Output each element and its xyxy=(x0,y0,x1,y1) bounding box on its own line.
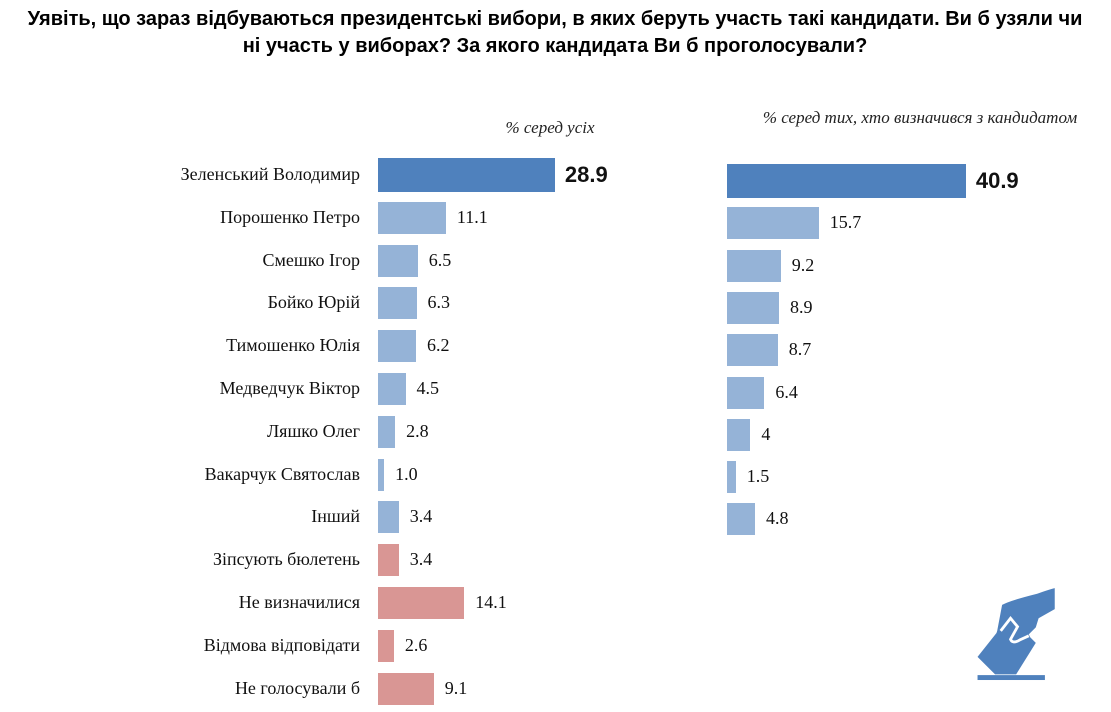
data-label: 2.8 xyxy=(406,420,429,441)
bar xyxy=(378,287,417,320)
right-subtitle: % серед тих, хто визначився з кандидатом xyxy=(762,108,1078,127)
bar xyxy=(378,544,399,577)
category-label: Відмова відповідати xyxy=(203,634,360,655)
bar xyxy=(378,158,555,192)
left-subtitle: % серед усіх xyxy=(505,118,595,137)
data-label: 6.5 xyxy=(428,249,452,270)
data-label: 9.1 xyxy=(444,677,468,698)
data-label: 14.1 xyxy=(475,592,507,612)
category-label: Не визначилися xyxy=(238,592,360,612)
bar xyxy=(378,672,434,705)
bar xyxy=(727,461,736,494)
data-label: 1.5 xyxy=(746,466,770,487)
bar xyxy=(727,376,765,409)
ballot-box-hand-icon xyxy=(977,588,1055,681)
data-label: 4 xyxy=(761,423,771,444)
data-label: 40.9 xyxy=(975,168,1019,193)
bar xyxy=(727,249,781,282)
bar xyxy=(727,503,756,536)
data-label: 6.4 xyxy=(775,381,798,402)
data-label: 6.3 xyxy=(427,292,451,313)
data-label: 6.2 xyxy=(426,335,450,356)
bar xyxy=(378,415,396,448)
category-label: Зеленський Володимир xyxy=(180,164,360,184)
category-label: Інший xyxy=(311,506,360,527)
data-label: 1.0 xyxy=(395,463,418,484)
bar xyxy=(378,629,394,662)
bar xyxy=(378,244,418,277)
bar xyxy=(378,201,446,234)
data-label: 11.1 xyxy=(456,206,488,227)
category-label: Бойко Юрій xyxy=(267,292,360,313)
category-label: Не голосували б xyxy=(234,677,360,698)
bar xyxy=(378,501,399,534)
bar xyxy=(378,373,406,405)
data-label: 9.2 xyxy=(791,254,815,275)
category-label: Ляшко Олег xyxy=(266,420,360,441)
bar xyxy=(378,587,465,619)
bar xyxy=(727,291,779,324)
data-label: 8.9 xyxy=(789,296,813,317)
bar xyxy=(727,164,966,198)
data-label: 15.7 xyxy=(829,212,862,233)
bar xyxy=(378,330,416,363)
data-label: 8.7 xyxy=(788,339,812,360)
bar xyxy=(378,458,385,491)
chart-title: Уявіть, що зараз відбуваються президентс… xyxy=(27,8,1083,57)
bar xyxy=(727,418,751,451)
data-label: 3.4 xyxy=(409,506,433,527)
data-label: 4.5 xyxy=(416,378,440,398)
category-label: Смешко Ігор xyxy=(262,249,360,270)
data-label: 4.8 xyxy=(766,508,789,529)
category-label: Вакарчук Святослав xyxy=(204,463,360,484)
data-label: 3.4 xyxy=(409,549,433,570)
category-label: Зіпсують бюлетень xyxy=(212,549,360,570)
data-label: 2.6 xyxy=(404,634,428,655)
category-label: Тимошенко Юлія xyxy=(226,335,360,356)
category-label: Медведчук Віктор xyxy=(219,378,360,398)
data-label: 28.9 xyxy=(564,162,608,187)
category-label: Порошенко Петро xyxy=(220,206,360,227)
bar xyxy=(727,207,819,240)
bar xyxy=(727,334,778,367)
